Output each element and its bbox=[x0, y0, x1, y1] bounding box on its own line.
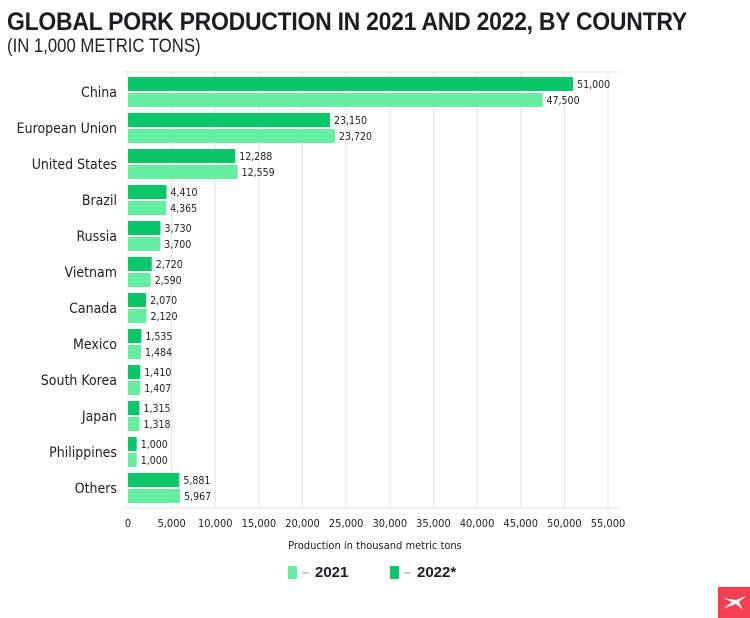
x-tick-label: 30,000 bbox=[373, 517, 408, 530]
x-logo-icon bbox=[718, 587, 750, 618]
x-axis-label: Production in thousand metric tons bbox=[288, 539, 462, 552]
bar-2021 bbox=[128, 417, 140, 431]
x-tick-label: 5,000 bbox=[157, 517, 185, 530]
bar-2021 bbox=[128, 93, 543, 107]
x-tick-label: 55,000 bbox=[591, 517, 626, 530]
bar-2021 bbox=[128, 489, 181, 503]
bar-2022 bbox=[128, 293, 147, 307]
data-label: 2,070 bbox=[150, 295, 177, 307]
bar-2021 bbox=[128, 381, 141, 395]
legend-label-2022: 2022* bbox=[417, 564, 457, 581]
x-tick-label: 0 bbox=[125, 517, 131, 530]
bar-2021 bbox=[128, 345, 141, 359]
chart-subtitle: (IN 1,000 METRIC TONS) bbox=[7, 36, 201, 57]
bar-2021 bbox=[128, 273, 151, 287]
data-label: 23,150 bbox=[334, 115, 367, 127]
category-label: United States bbox=[32, 157, 117, 173]
bar-2022 bbox=[128, 257, 152, 271]
legend-item-2022: 2022* bbox=[390, 564, 456, 581]
data-label: 12,559 bbox=[242, 167, 275, 179]
bar-2021 bbox=[128, 201, 167, 215]
data-label: 1,000 bbox=[141, 439, 168, 451]
data-label: 1,407 bbox=[144, 383, 171, 395]
data-label: 47,500 bbox=[547, 95, 580, 107]
legend-item-2021: 2021 bbox=[288, 564, 348, 581]
data-label: 5,967 bbox=[184, 491, 211, 503]
category-label: Philippines bbox=[49, 445, 117, 461]
x-tick-label: 20,000 bbox=[285, 517, 320, 530]
legend-swatch-2021 bbox=[288, 566, 297, 579]
bar-2022 bbox=[128, 185, 167, 199]
chart-title: GLOBAL PORK PRODUCTION IN 2021 AND 2022,… bbox=[7, 8, 687, 36]
data-label: 1,410 bbox=[144, 367, 171, 379]
x-tick-label: 25,000 bbox=[329, 517, 364, 530]
bar-2022 bbox=[128, 329, 142, 343]
category-label: China bbox=[81, 85, 117, 101]
data-label: 1,000 bbox=[141, 455, 168, 467]
data-label: 2,720 bbox=[156, 259, 183, 271]
data-label: 12,288 bbox=[239, 151, 272, 163]
legend-dash bbox=[404, 571, 411, 574]
category-label: European Union bbox=[17, 121, 117, 137]
x-tick-label: 35,000 bbox=[416, 517, 451, 530]
bar-2021 bbox=[128, 309, 147, 323]
x-tick-label: 10,000 bbox=[198, 517, 233, 530]
x-tick-label: 50,000 bbox=[547, 517, 582, 530]
bar-2022 bbox=[128, 401, 140, 415]
data-label: 1,484 bbox=[145, 347, 172, 359]
bar-2021 bbox=[128, 129, 336, 143]
bar-2022 bbox=[128, 221, 161, 235]
bar-2021 bbox=[128, 453, 137, 467]
category-label: Vietnam bbox=[65, 265, 117, 281]
x-tick-label: 45,000 bbox=[503, 517, 538, 530]
category-label: Canada bbox=[69, 301, 117, 317]
bar-2022 bbox=[128, 437, 137, 451]
x-tick-label: 15,000 bbox=[242, 517, 277, 530]
data-label: 4,410 bbox=[170, 187, 197, 199]
x-tick-label: 40,000 bbox=[460, 517, 495, 530]
data-label: 2,590 bbox=[155, 275, 182, 287]
data-label: 23,720 bbox=[339, 131, 372, 143]
category-label: Russia bbox=[77, 229, 117, 245]
category-label: Brazil bbox=[82, 193, 117, 209]
category-label: South Korea bbox=[41, 373, 117, 389]
data-label: 1,535 bbox=[145, 331, 172, 343]
legend-label-2021: 2021 bbox=[315, 564, 349, 581]
data-label: 3,730 bbox=[165, 223, 192, 235]
bar-2022 bbox=[128, 77, 574, 91]
data-label: 3,700 bbox=[164, 239, 191, 251]
data-label: 1,318 bbox=[144, 419, 171, 431]
bar-2022 bbox=[128, 473, 180, 487]
bar-2021 bbox=[128, 165, 238, 179]
data-label: 51,000 bbox=[577, 79, 610, 91]
legend-dash bbox=[302, 571, 309, 574]
data-label: 1,315 bbox=[143, 403, 170, 415]
data-label: 4,365 bbox=[170, 203, 197, 215]
bar-2022 bbox=[128, 365, 141, 379]
category-label: Mexico bbox=[73, 337, 117, 353]
category-label: Japan bbox=[81, 409, 117, 425]
category-label: Others bbox=[75, 481, 117, 497]
data-label: 2,120 bbox=[151, 311, 178, 323]
legend-swatch-2022 bbox=[390, 566, 399, 579]
bar-2021 bbox=[128, 237, 161, 251]
data-label: 5,881 bbox=[183, 475, 210, 487]
bar-2022 bbox=[128, 113, 331, 127]
bar-2022 bbox=[128, 149, 236, 163]
